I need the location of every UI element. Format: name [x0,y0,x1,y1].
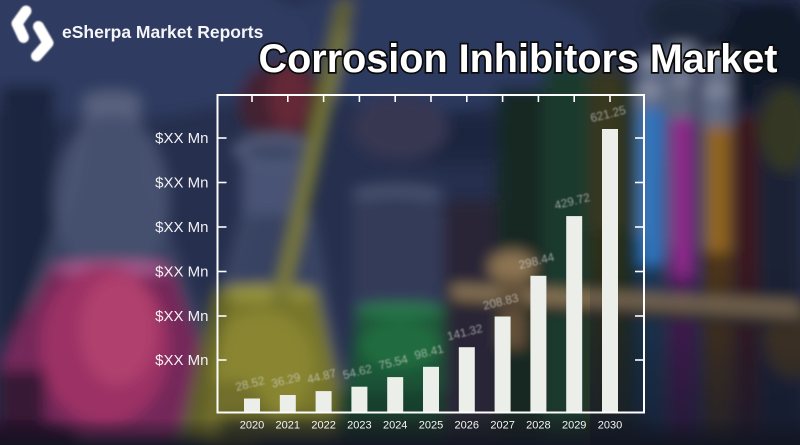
svg-text:2029: 2029 [562,420,586,432]
svg-text:2024: 2024 [383,420,407,432]
svg-text:98.41: 98.41 [413,342,445,363]
svg-text:2021: 2021 [276,420,300,432]
svg-text:2026: 2026 [455,420,479,432]
svg-text:2025: 2025 [419,420,443,432]
svg-text:2030: 2030 [598,420,622,432]
svg-text:$XX Mn: $XX Mn [155,219,208,236]
svg-text:2022: 2022 [311,420,335,432]
svg-text:$XX Mn: $XX Mn [155,308,208,325]
svg-text:eSherpa Market Reports: eSherpa Market Reports [62,22,264,42]
svg-text:28.52: 28.52 [234,373,266,394]
svg-text:54.62: 54.62 [341,361,373,382]
svg-text:$XX Mn: $XX Mn [155,175,208,192]
svg-text:2027: 2027 [490,420,514,432]
svg-text:36.29: 36.29 [270,370,302,391]
svg-text:Corrosion Inhibitors Market: Corrosion Inhibitors Market [259,37,778,81]
svg-text:$XX Mn: $XX Mn [155,352,208,369]
svg-text:44.87: 44.87 [306,366,338,387]
svg-text:2028: 2028 [526,420,550,432]
svg-text:$XX Mn: $XX Mn [155,264,208,281]
svg-text:2023: 2023 [347,420,371,432]
svg-text:$XX Mn: $XX Mn [155,130,208,147]
svg-text:2020: 2020 [240,420,264,432]
